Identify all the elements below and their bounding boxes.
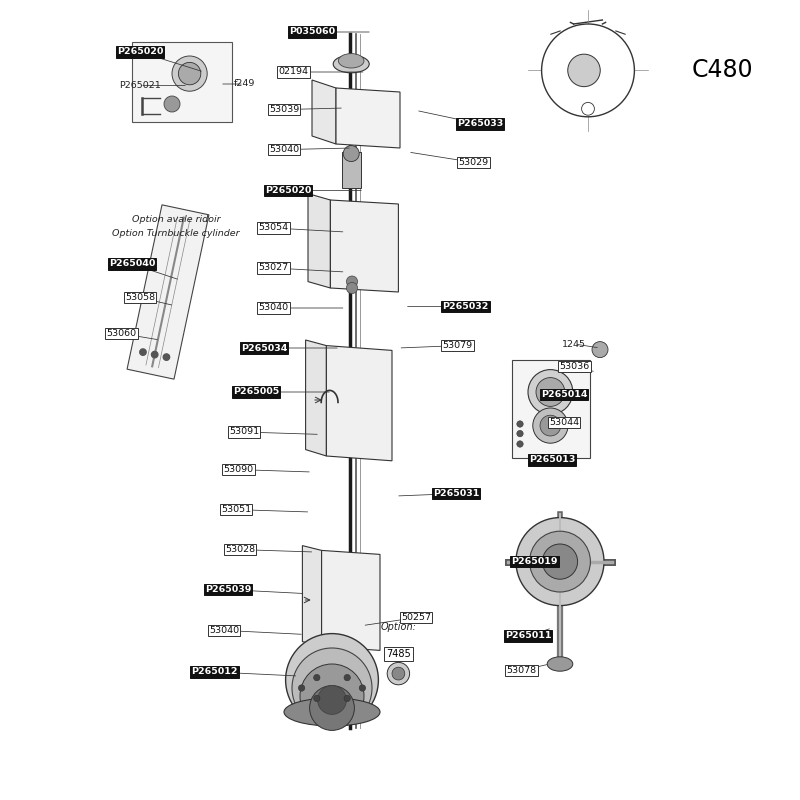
Circle shape	[314, 674, 320, 681]
Text: P265020: P265020	[117, 47, 163, 57]
Text: P265021: P265021	[119, 81, 161, 90]
Circle shape	[540, 415, 561, 436]
Circle shape	[346, 276, 358, 287]
Circle shape	[140, 349, 146, 355]
Text: 53036: 53036	[559, 362, 590, 371]
Polygon shape	[312, 80, 336, 144]
Polygon shape	[308, 194, 330, 288]
FancyBboxPatch shape	[342, 152, 361, 188]
Text: 02194: 02194	[278, 67, 309, 77]
Circle shape	[178, 62, 201, 85]
Circle shape	[582, 102, 594, 115]
Text: P265039: P265039	[205, 585, 251, 594]
Text: P265040: P265040	[109, 259, 155, 269]
Text: 53028: 53028	[225, 545, 255, 554]
Circle shape	[536, 378, 565, 406]
Circle shape	[517, 441, 523, 447]
FancyBboxPatch shape	[127, 205, 209, 379]
Circle shape	[392, 667, 405, 680]
Circle shape	[346, 282, 358, 294]
Circle shape	[163, 354, 170, 360]
Text: 53058: 53058	[125, 293, 155, 302]
Text: f249: f249	[234, 79, 254, 89]
Circle shape	[568, 54, 600, 86]
Text: 53040: 53040	[269, 145, 299, 154]
Text: P265034: P265034	[241, 343, 287, 353]
Ellipse shape	[547, 657, 573, 671]
Text: 53039: 53039	[269, 105, 299, 114]
Text: P265032: P265032	[442, 302, 489, 311]
Text: 1245: 1245	[562, 339, 586, 349]
Text: P265033: P265033	[457, 119, 503, 129]
Circle shape	[314, 695, 320, 702]
Text: 53079: 53079	[442, 341, 473, 350]
Text: P035060: P035060	[289, 27, 335, 37]
Text: P265013: P265013	[529, 455, 575, 465]
Circle shape	[542, 544, 578, 579]
Circle shape	[359, 685, 366, 691]
Polygon shape	[336, 88, 400, 148]
Circle shape	[318, 686, 346, 714]
Text: P265005: P265005	[233, 387, 279, 397]
Text: 53051: 53051	[221, 505, 251, 514]
Circle shape	[530, 531, 590, 592]
Text: 53090: 53090	[223, 465, 254, 474]
Ellipse shape	[333, 55, 370, 73]
Text: Option:: Option:	[381, 622, 416, 632]
Circle shape	[292, 648, 372, 728]
Ellipse shape	[284, 698, 380, 726]
Text: P265012: P265012	[191, 667, 238, 677]
Circle shape	[517, 430, 523, 437]
Text: C480: C480	[692, 58, 754, 82]
Text: 53040: 53040	[258, 303, 289, 313]
Text: 53060: 53060	[106, 329, 137, 338]
Circle shape	[516, 518, 604, 606]
Text: 53054: 53054	[258, 223, 289, 233]
Polygon shape	[322, 550, 380, 650]
Circle shape	[517, 421, 523, 427]
Text: 7485: 7485	[386, 649, 410, 658]
Text: 53029: 53029	[458, 158, 489, 167]
Text: P265014: P265014	[541, 390, 587, 399]
Text: 53040: 53040	[209, 626, 239, 635]
Text: P265020: P265020	[265, 186, 311, 195]
Text: P265011: P265011	[505, 631, 551, 641]
Text: 53044: 53044	[549, 418, 579, 427]
Polygon shape	[302, 546, 322, 646]
Ellipse shape	[338, 54, 364, 68]
Circle shape	[592, 342, 608, 358]
Circle shape	[344, 695, 350, 702]
Polygon shape	[326, 346, 392, 461]
Polygon shape	[306, 340, 326, 456]
Circle shape	[528, 370, 573, 414]
Circle shape	[542, 24, 634, 117]
FancyBboxPatch shape	[132, 42, 232, 122]
Text: 53091: 53091	[229, 427, 259, 437]
FancyBboxPatch shape	[512, 360, 590, 458]
Circle shape	[533, 408, 568, 443]
Circle shape	[298, 685, 305, 691]
Circle shape	[343, 146, 359, 162]
Text: 53078: 53078	[506, 666, 537, 675]
Circle shape	[310, 686, 354, 730]
Circle shape	[172, 56, 207, 91]
Text: 53027: 53027	[258, 263, 289, 273]
Text: Option Turnbuckle cylinder: Option Turnbuckle cylinder	[112, 229, 240, 238]
Polygon shape	[330, 200, 398, 292]
Text: P265031: P265031	[433, 489, 479, 498]
Circle shape	[151, 351, 158, 358]
Circle shape	[387, 662, 410, 685]
Text: 50257: 50257	[401, 613, 431, 622]
Circle shape	[344, 674, 350, 681]
Circle shape	[164, 96, 180, 112]
Text: P265019: P265019	[511, 557, 558, 566]
Circle shape	[286, 634, 378, 726]
Circle shape	[300, 664, 364, 728]
Text: Option avale ridoir: Option avale ridoir	[132, 215, 220, 225]
